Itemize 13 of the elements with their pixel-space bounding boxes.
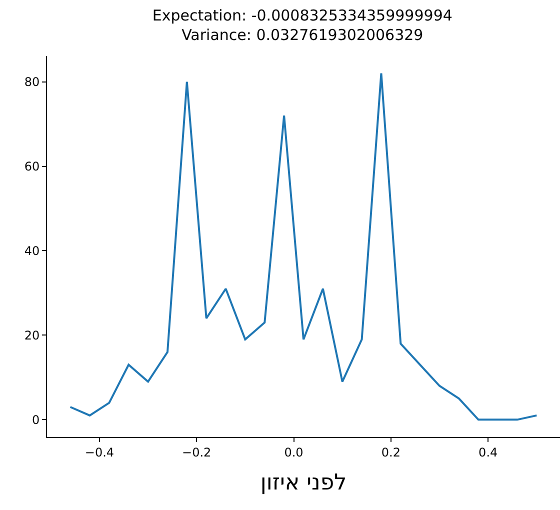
x-tick-label: −0.2 bbox=[182, 445, 212, 460]
x-axis-title: לפני איזון bbox=[260, 470, 347, 496]
x-tick-label: 0.2 bbox=[381, 445, 400, 460]
y-tick-label: 60 bbox=[24, 159, 40, 174]
x-tick-label: 0.4 bbox=[478, 445, 498, 460]
y-tick-label: 40 bbox=[24, 244, 40, 258]
y-tick-label: 0 bbox=[32, 412, 40, 427]
y-tick-label: 20 bbox=[24, 328, 40, 342]
line-series bbox=[69, 72, 538, 421]
chart-title: Expectation: -0.0008325334359999994 Variance: 0.0327619302006329 bbox=[152, 6, 452, 44]
x-tick-label: −0.4 bbox=[84, 445, 114, 460]
y-tick-label: 80 bbox=[24, 74, 40, 89]
x-tick-label: 0.0 bbox=[284, 445, 304, 460]
